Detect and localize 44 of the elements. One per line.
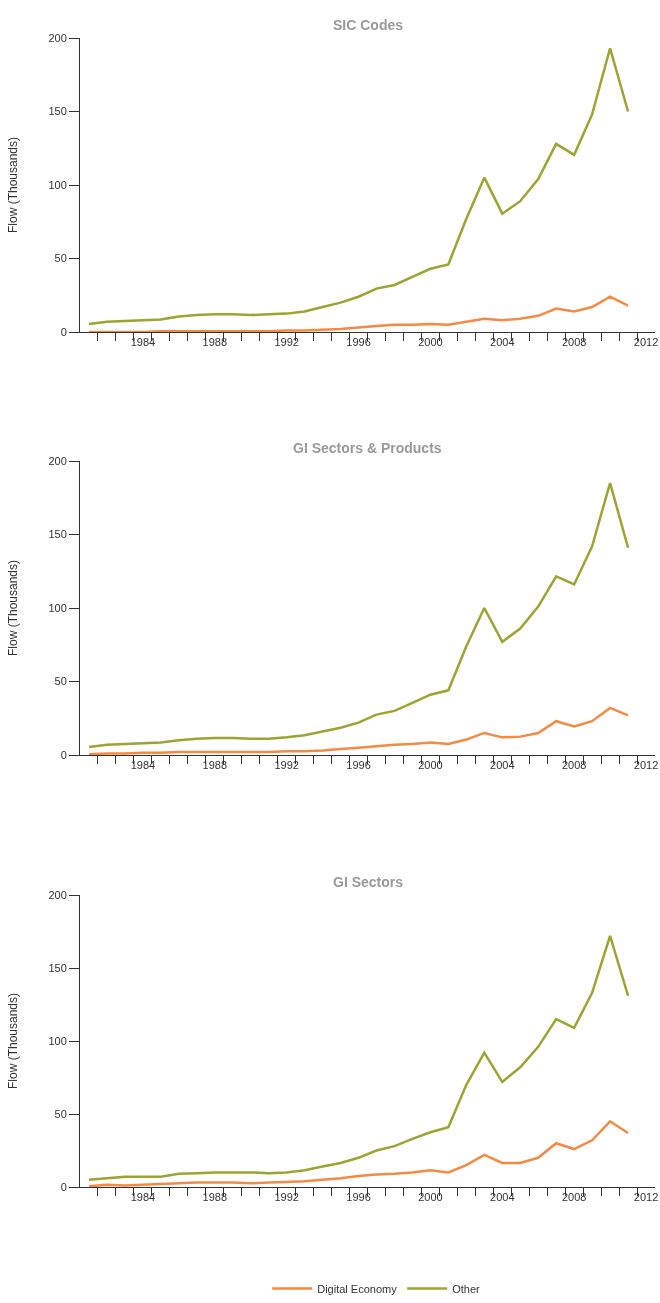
y-tick-label: 0	[60, 325, 67, 338]
line-series	[87, 934, 630, 1181]
y-tick-label: 150	[48, 528, 67, 541]
y-tick-label: 200	[48, 454, 67, 467]
x-tick-label: 1984	[130, 759, 156, 772]
x-tick-label: 2004	[490, 1191, 515, 1204]
line-series	[87, 295, 630, 332]
chart-title: GI Sectors & Products	[293, 440, 442, 456]
y-tick-label: 50	[54, 1107, 67, 1120]
y-tick-label: 100	[48, 1034, 67, 1047]
y-tick-label: 100	[48, 601, 67, 614]
y-tick-label: 150	[48, 961, 67, 974]
x-tick-label: 2004	[490, 759, 515, 772]
y-tick-label: 50	[54, 675, 67, 688]
x-tick-label: 1984	[130, 1191, 156, 1204]
y-tick-label: 100	[48, 178, 67, 191]
y-tick-label: 0	[60, 1180, 67, 1193]
y-tick-label: 150	[48, 105, 67, 118]
y-axis-title: Flow (Thousands)	[5, 136, 20, 234]
chart-title: SIC Codes	[333, 17, 404, 33]
x-tick-label: 2004	[490, 336, 515, 349]
line-series	[87, 706, 630, 755]
y-tick-label: 50	[54, 252, 67, 265]
y-tick-label: 200	[48, 888, 67, 901]
legend-label: Other	[452, 1282, 481, 1295]
x-tick-label: 2012	[633, 759, 659, 772]
y-tick-label: 200	[48, 31, 67, 44]
x-tick-label: 1984	[130, 336, 156, 349]
x-tick-label: 2012	[633, 336, 659, 349]
x-tick-label: 2012	[633, 1191, 659, 1204]
x-tick-label: 2000	[418, 759, 443, 772]
x-tick-label: 2008	[561, 336, 587, 349]
legend-label: Digital Economy	[317, 1282, 398, 1295]
line-series	[87, 481, 630, 749]
y-tick-label: 0	[60, 748, 67, 761]
x-tick-label: 2000	[418, 1191, 443, 1204]
chart-title: GI Sectors	[333, 874, 404, 890]
x-tick-label: 2008	[561, 1191, 587, 1204]
x-tick-label: 2000	[418, 336, 443, 349]
line-series	[87, 1120, 630, 1187]
y-axis-title: Flow (Thousands)	[5, 559, 20, 657]
y-axis-title: Flow (Thousands)	[5, 992, 20, 1090]
line-series	[87, 47, 630, 326]
x-tick-label: 2008	[561, 759, 587, 772]
